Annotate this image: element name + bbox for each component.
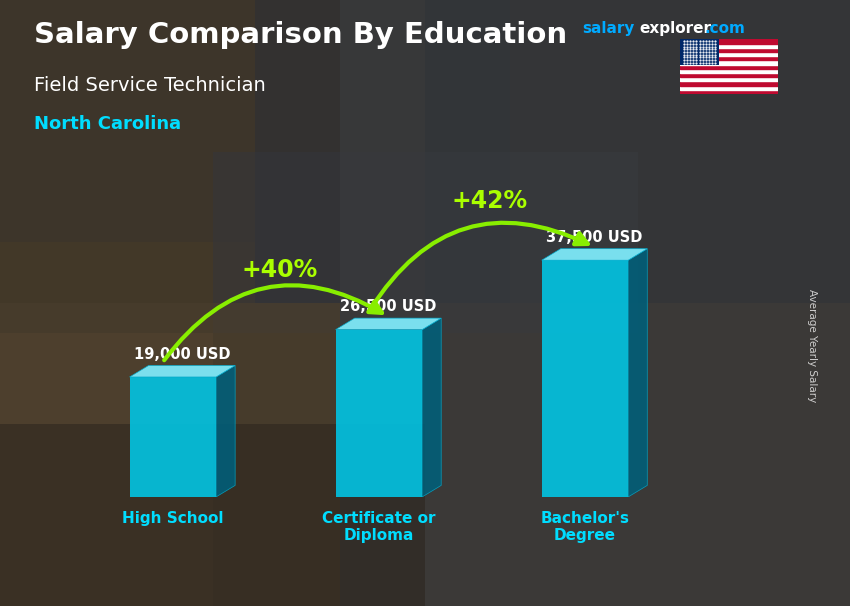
Bar xyxy=(541,260,628,497)
Polygon shape xyxy=(336,318,441,330)
Bar xyxy=(212,152,638,333)
Polygon shape xyxy=(422,318,441,497)
Bar xyxy=(680,61,778,65)
Bar xyxy=(340,0,850,606)
Polygon shape xyxy=(216,365,235,497)
Polygon shape xyxy=(628,248,647,497)
Text: +42%: +42% xyxy=(452,189,528,213)
Polygon shape xyxy=(541,248,647,260)
Polygon shape xyxy=(129,365,235,377)
Bar xyxy=(680,44,778,48)
Text: salary: salary xyxy=(582,21,635,36)
Bar xyxy=(425,0,850,303)
Text: 26,500 USD: 26,500 USD xyxy=(340,299,437,315)
Bar xyxy=(255,0,510,303)
Bar xyxy=(680,73,778,77)
Bar xyxy=(680,52,778,56)
Bar xyxy=(680,56,778,61)
Text: explorer: explorer xyxy=(639,21,711,36)
Bar xyxy=(129,377,216,497)
Text: .com: .com xyxy=(705,21,745,36)
Bar xyxy=(0,242,255,303)
Text: Average Yearly Salary: Average Yearly Salary xyxy=(807,289,817,402)
Bar xyxy=(680,39,778,44)
Text: Salary Comparison By Education: Salary Comparison By Education xyxy=(34,21,567,49)
Bar xyxy=(0,424,425,606)
Text: North Carolina: North Carolina xyxy=(34,115,181,133)
Bar xyxy=(680,85,778,90)
Text: Field Service Technician: Field Service Technician xyxy=(34,76,266,95)
Bar xyxy=(680,39,719,65)
Bar xyxy=(0,303,340,606)
Text: 19,000 USD: 19,000 USD xyxy=(134,347,230,362)
Bar xyxy=(0,333,212,606)
Text: 37,500 USD: 37,500 USD xyxy=(547,230,643,245)
Bar xyxy=(336,330,422,497)
Text: +40%: +40% xyxy=(241,258,318,282)
Bar xyxy=(680,68,778,73)
Bar xyxy=(680,77,778,81)
Bar xyxy=(680,65,778,68)
Bar xyxy=(680,48,778,52)
Bar xyxy=(680,81,778,85)
Bar xyxy=(680,90,778,94)
